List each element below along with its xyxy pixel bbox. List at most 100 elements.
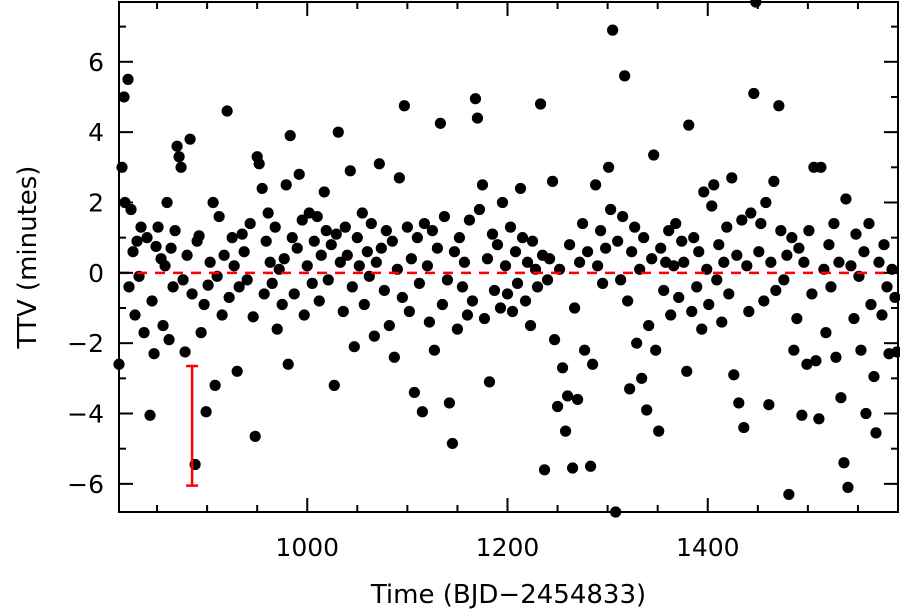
data-point bbox=[308, 235, 320, 247]
data-point bbox=[236, 228, 248, 240]
data-point bbox=[388, 351, 400, 363]
data-point bbox=[171, 140, 183, 152]
data-point bbox=[408, 386, 420, 399]
data-point bbox=[146, 295, 158, 307]
data-point bbox=[135, 221, 147, 233]
data-point bbox=[396, 291, 408, 304]
data-point bbox=[693, 246, 705, 258]
data-point bbox=[365, 217, 377, 230]
example-error-bar bbox=[186, 364, 199, 487]
data-point bbox=[806, 288, 818, 300]
data-point bbox=[216, 309, 228, 321]
data-point bbox=[636, 372, 648, 384]
data-point bbox=[810, 355, 822, 367]
data-point bbox=[320, 225, 332, 237]
data-point bbox=[509, 246, 522, 258]
data-point bbox=[678, 256, 690, 268]
data-point bbox=[337, 305, 349, 318]
data-point bbox=[318, 186, 330, 198]
data-point bbox=[655, 242, 667, 254]
data-point bbox=[743, 305, 755, 318]
data-point bbox=[213, 210, 225, 223]
data-point bbox=[842, 481, 854, 493]
data-point bbox=[514, 182, 527, 195]
data-point bbox=[556, 362, 569, 374]
data-point bbox=[209, 379, 221, 391]
data-point bbox=[443, 397, 456, 409]
data-point bbox=[731, 249, 743, 261]
data-point bbox=[828, 217, 840, 230]
data-point bbox=[163, 334, 175, 346]
data-point bbox=[322, 274, 334, 286]
data-point bbox=[511, 277, 524, 289]
data-point bbox=[144, 409, 156, 421]
data-point bbox=[418, 217, 430, 230]
data-point bbox=[260, 235, 272, 247]
data-point bbox=[413, 277, 425, 289]
data-point bbox=[306, 277, 318, 289]
y-tick-label: −2 bbox=[67, 329, 104, 358]
data-point bbox=[358, 298, 370, 311]
data-point bbox=[228, 260, 240, 272]
x-tick-labels: 1000 1200 1400 bbox=[275, 533, 739, 562]
data-point bbox=[845, 260, 857, 272]
data-point bbox=[615, 274, 627, 286]
data-point bbox=[840, 193, 852, 205]
data-point bbox=[175, 161, 187, 173]
data-point bbox=[650, 344, 662, 356]
data-point bbox=[469, 93, 482, 105]
data-point bbox=[150, 240, 162, 253]
data-point bbox=[200, 406, 212, 418]
data-point bbox=[494, 302, 507, 314]
data-point bbox=[825, 281, 837, 293]
data-point bbox=[266, 277, 278, 289]
data-point bbox=[665, 309, 677, 321]
data-point bbox=[262, 207, 274, 219]
data-point bbox=[573, 256, 586, 268]
data-point bbox=[726, 172, 738, 184]
data-point bbox=[416, 406, 428, 418]
data-point bbox=[855, 344, 867, 356]
data-point bbox=[681, 365, 693, 377]
data-point bbox=[848, 312, 860, 325]
data-point bbox=[775, 225, 787, 237]
data-point bbox=[496, 196, 509, 209]
data-point bbox=[833, 256, 845, 268]
data-point bbox=[778, 274, 790, 286]
data-point bbox=[683, 119, 695, 131]
data-point bbox=[296, 214, 308, 226]
data-point bbox=[466, 295, 479, 307]
data-point bbox=[499, 260, 512, 272]
data-point bbox=[478, 312, 491, 325]
data-point bbox=[244, 217, 256, 230]
data-point bbox=[711, 274, 723, 286]
data-point bbox=[728, 369, 740, 381]
data-point bbox=[423, 316, 435, 328]
data-point bbox=[830, 351, 842, 363]
data-point bbox=[313, 295, 325, 307]
data-point bbox=[716, 316, 728, 328]
data-point bbox=[721, 221, 733, 233]
data-point bbox=[398, 100, 410, 112]
data-point bbox=[873, 256, 885, 268]
data-point bbox=[773, 100, 785, 112]
data-point bbox=[253, 158, 265, 170]
data-point bbox=[563, 239, 576, 251]
data-point bbox=[436, 298, 449, 311]
data-point bbox=[638, 232, 650, 244]
data-point bbox=[698, 186, 710, 198]
data-point bbox=[815, 161, 827, 173]
data-point bbox=[269, 221, 281, 233]
data-point bbox=[325, 239, 337, 251]
data-point bbox=[765, 256, 777, 268]
data-point bbox=[131, 235, 143, 247]
y-axis-title: TTV (minutes) bbox=[13, 166, 43, 350]
data-point bbox=[231, 365, 243, 377]
data-point bbox=[578, 344, 591, 356]
data-point bbox=[393, 172, 405, 184]
data-point bbox=[169, 225, 181, 237]
x-axis-title: Time (BJD−2454833) bbox=[370, 580, 646, 610]
data-point bbox=[706, 200, 718, 212]
data-point bbox=[653, 425, 665, 437]
data-point bbox=[713, 239, 725, 251]
